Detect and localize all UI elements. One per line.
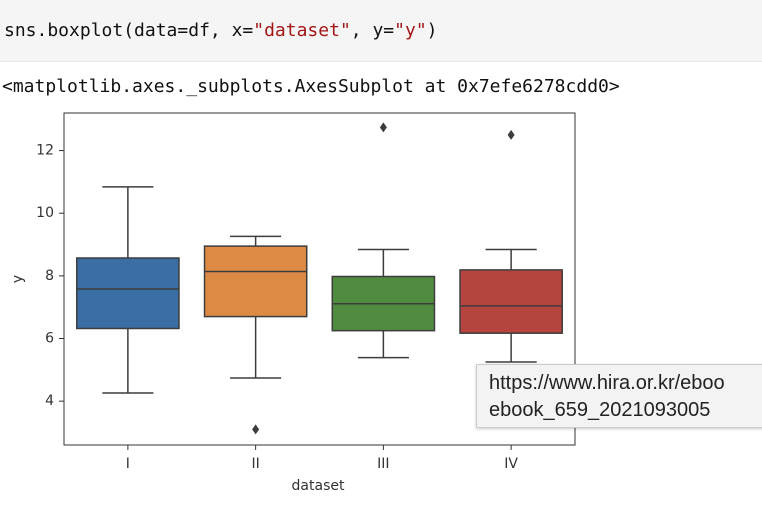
y-tick-label: 8 [45, 268, 54, 284]
code-token: sns.boxplot(data=df, x= [4, 20, 254, 41]
y-tick-label: 10 [36, 205, 54, 221]
output-text: <matplotlib.axes._subplots.AxesSubplot a… [2, 76, 620, 97]
code-token: ) [426, 20, 438, 41]
code-cell[interactable]: sns.boxplot(data=df, x="dataset", y="y") [0, 0, 762, 62]
y-tick-label: 6 [45, 331, 54, 347]
tooltip-line: https://www.hira.or.kr/eboo [489, 372, 725, 394]
outlier [379, 122, 387, 133]
y-axis-label: y [10, 275, 26, 283]
x-tick-label: IV [504, 456, 518, 472]
box [459, 269, 563, 334]
x-tick-label: I [126, 456, 130, 472]
y-tick-label: 4 [45, 393, 54, 409]
y-tick-label: 12 [36, 143, 54, 159]
tooltip-line: ebook_659_2021093005 [489, 399, 711, 421]
outlier [507, 129, 515, 140]
code-token: "y" [394, 20, 427, 41]
code-token: "dataset" [253, 20, 351, 41]
x-tick-label: II [251, 456, 259, 472]
x-tick-label: III [377, 456, 389, 472]
axes-frame [63, 112, 576, 446]
box [76, 257, 180, 330]
code-token: , y= [350, 20, 395, 41]
outlier [252, 424, 260, 435]
x-axis-label: dataset [292, 478, 345, 494]
box [203, 245, 308, 318]
tooltip: https://www.hira.or.kr/eboo ebook_659_20… [476, 364, 762, 428]
